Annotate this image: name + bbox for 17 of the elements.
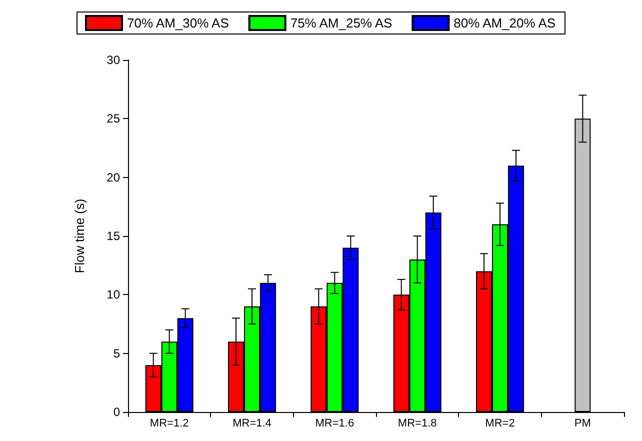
y-tick-label: 5: [113, 346, 120, 360]
legend-label: 80% AM_20% AS: [454, 16, 556, 30]
x-tick-label: PM: [574, 418, 591, 430]
x-tick-label: MR=1.4: [232, 418, 272, 430]
x-tick-label: MR=1.2: [150, 418, 189, 430]
y-tick-label: 15: [106, 229, 120, 243]
y-tick-label: 10: [106, 288, 120, 302]
y-tick-label: 30: [106, 53, 120, 67]
x-tick-label: MR=2: [485, 418, 515, 430]
x-tick-label: MR=1.8: [398, 418, 437, 430]
y-tick-label: 20: [106, 170, 120, 184]
y-axis-title: Flow time (s): [72, 198, 87, 274]
legend-label: 75% AM_25% AS: [290, 16, 393, 30]
y-tick-label: 0: [113, 405, 120, 419]
legend-label: 70% AM_30% AS: [127, 16, 230, 30]
x-tick-label: MR=1.6: [315, 418, 354, 430]
y-tick-label: 25: [106, 112, 120, 126]
